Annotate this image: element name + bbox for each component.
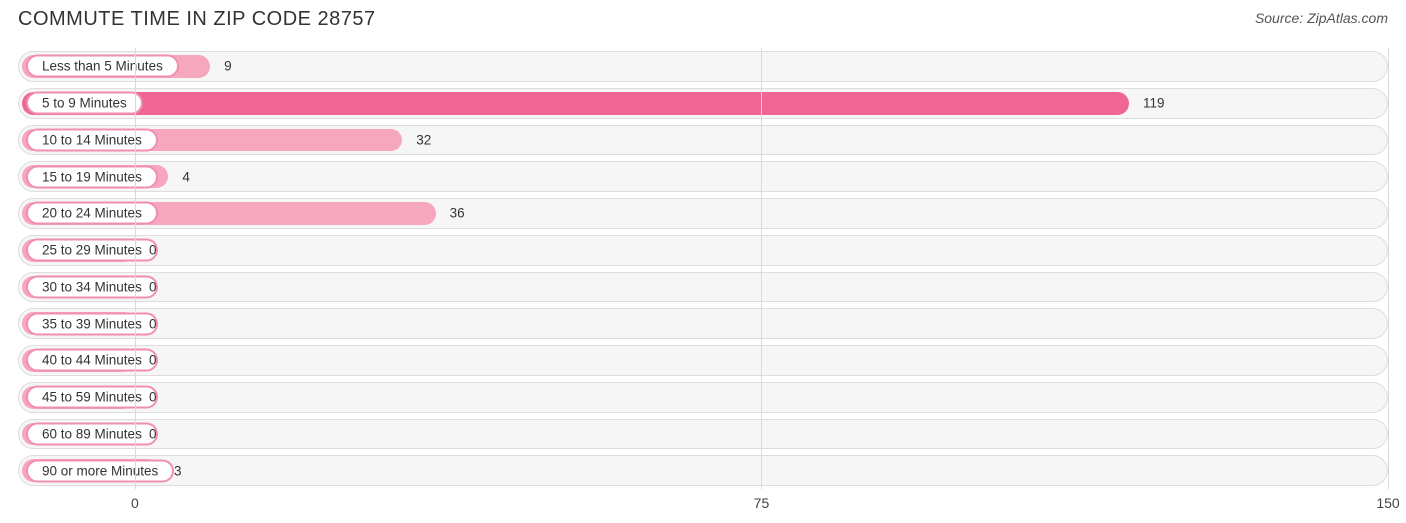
category-pill: 60 to 89 Minutes — [26, 422, 158, 445]
bar-value: 0 — [149, 243, 157, 258]
bar-value: 36 — [450, 206, 465, 221]
bar-row: Less than 5 Minutes 9 — [18, 51, 1388, 82]
x-tick: 150 — [1376, 495, 1399, 511]
bar-value: 9 — [224, 59, 232, 74]
gridline — [1388, 48, 1389, 489]
bar-row: 45 to 59 Minutes0 — [18, 382, 1388, 413]
bar-track — [18, 272, 1388, 303]
bar-row: 35 to 39 Minutes0 — [18, 308, 1388, 339]
category-pill: 45 to 59 Minutes — [26, 386, 158, 409]
bar-track — [18, 308, 1388, 339]
category-pill: 25 to 29 Minutes — [26, 239, 158, 262]
bar-track — [18, 345, 1388, 376]
bar-track — [18, 419, 1388, 450]
x-tick: 0 — [131, 495, 139, 511]
bar-row: 40 to 44 Minutes0 — [18, 345, 1388, 376]
bar-track — [18, 382, 1388, 413]
gridline — [135, 48, 136, 489]
bar-value: 3 — [174, 463, 182, 478]
bar-value: 0 — [149, 316, 157, 331]
category-pill: 35 to 39 Minutes — [26, 312, 158, 335]
chart-source: Source: ZipAtlas.com — [1255, 10, 1388, 26]
bar-row: 10 to 14 Minutes 32 — [18, 125, 1388, 156]
bar-row: 15 to 19 Minutes 4 — [18, 161, 1388, 192]
bar-track — [18, 455, 1388, 486]
bar-row: 60 to 89 Minutes0 — [18, 419, 1388, 450]
bar-row: 90 or more Minutes3 — [18, 455, 1388, 486]
bar-row: 20 to 24 Minutes 36 — [18, 198, 1388, 229]
bar-value: 0 — [149, 426, 157, 441]
bar-value: 119 — [1143, 96, 1165, 111]
bar-value: 4 — [182, 169, 190, 184]
bar — [22, 92, 1129, 115]
category-pill: Less than 5 Minutes — [26, 55, 179, 78]
category-pill: 15 to 19 Minutes — [26, 165, 158, 188]
bar-track — [18, 161, 1388, 192]
category-pill: 90 or more Minutes — [26, 459, 174, 482]
category-pill: 5 to 9 Minutes — [26, 92, 143, 115]
bar-value: 0 — [149, 353, 157, 368]
bar-row: 5 to 9 Minutes 119 — [18, 88, 1388, 119]
category-pill: 20 to 24 Minutes — [26, 202, 158, 225]
x-tick: 75 — [754, 495, 770, 511]
bar-track — [18, 235, 1388, 266]
category-pill: 40 to 44 Minutes — [26, 349, 158, 372]
category-pill: 10 to 14 Minutes — [26, 128, 158, 151]
chart-title: COMMUTE TIME IN ZIP CODE 28757 — [18, 8, 376, 31]
gridline — [761, 48, 762, 489]
x-axis: 075150 — [18, 495, 1388, 515]
bar-value: 0 — [149, 390, 157, 405]
chart-rows: Less than 5 Minutes 9 5 to 9 Minutes 119 10 … — [18, 48, 1388, 489]
commute-time-chart: COMMUTE TIME IN ZIP CODE 28757 Source: Z… — [0, 0, 1406, 523]
bar-value: 32 — [416, 132, 431, 147]
bar-row: 30 to 34 Minutes0 — [18, 272, 1388, 303]
category-pill: 30 to 34 Minutes — [26, 275, 158, 298]
bar-value: 0 — [149, 279, 157, 294]
bar-row: 25 to 29 Minutes0 — [18, 235, 1388, 266]
plot-area: Less than 5 Minutes 9 5 to 9 Minutes 119 10 … — [18, 48, 1388, 489]
